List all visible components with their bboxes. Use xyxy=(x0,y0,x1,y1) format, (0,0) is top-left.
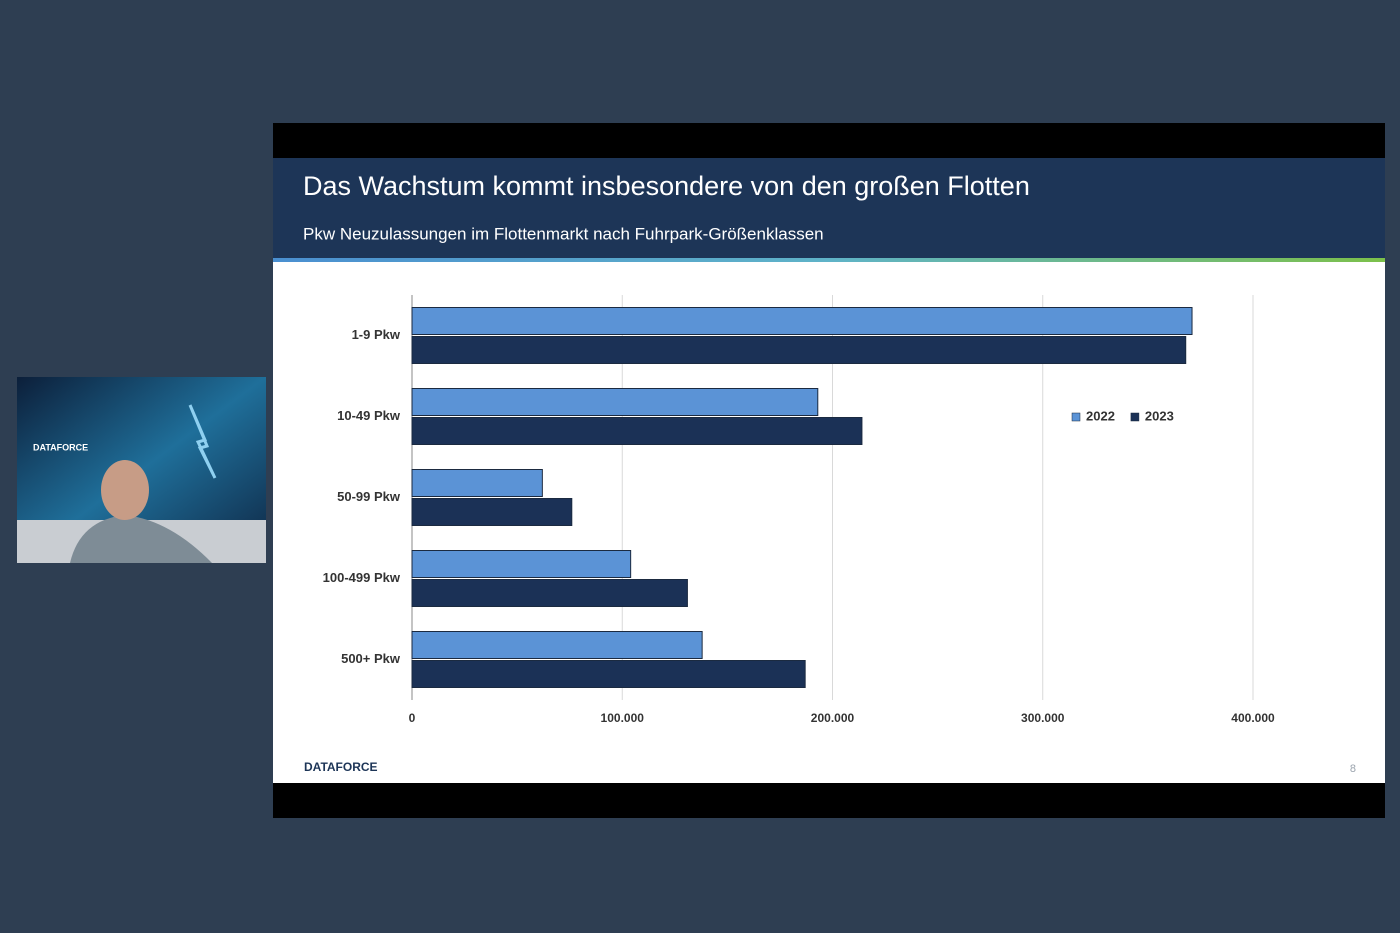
legend-swatch xyxy=(1071,412,1081,422)
bar xyxy=(411,336,1187,364)
bar xyxy=(411,498,573,526)
webcam: DATAFORCE xyxy=(17,377,266,563)
x-tick-label: 0 xyxy=(409,711,416,725)
webcam-person-head xyxy=(101,460,149,520)
bar xyxy=(411,307,1193,335)
legend-label: 2023 xyxy=(1145,408,1174,423)
bar xyxy=(411,579,688,607)
x-tick-label: 200.000 xyxy=(811,711,855,725)
x-tick-label: 100.000 xyxy=(601,711,645,725)
x-tick-label: 400.000 xyxy=(1231,711,1275,725)
webcam-person-body xyxy=(70,515,212,563)
x-tick-label: 300.000 xyxy=(1021,711,1065,725)
header-stripe xyxy=(273,258,1385,262)
slide-subtitle: Pkw Neuzulassungen im Flottenmarkt nach … xyxy=(303,224,824,243)
y-tick-label: 100-499 Pkw xyxy=(323,570,401,585)
bar xyxy=(411,388,819,416)
slide: Das Wachstum kommt insbesondere von den … xyxy=(273,123,1385,818)
page-number: 8 xyxy=(1350,763,1356,775)
slide-logo: DATAFORCE xyxy=(304,760,378,774)
chart: 0 100.000 200.000 300.000 400.000 1-9 Pkw 10-4… xyxy=(323,295,1275,725)
y-tick-label: 50-99 Pkw xyxy=(337,489,401,504)
y-tick-label: 1-9 Pkw xyxy=(352,327,401,342)
bar xyxy=(411,550,632,578)
bar xyxy=(411,469,543,497)
legend-label: 2022 xyxy=(1086,408,1115,423)
webcam-logo: DATAFORCE xyxy=(33,442,88,452)
webcam-bolt xyxy=(188,404,217,479)
legend-swatch xyxy=(1130,412,1140,422)
y-tick-label: 10-49 Pkw xyxy=(337,408,401,423)
slide-header xyxy=(273,158,1385,258)
bar xyxy=(411,660,806,688)
slide-title: Das Wachstum kommt insbesondere von den … xyxy=(303,171,1030,201)
y-tick-label: 500+ Pkw xyxy=(341,651,401,666)
bar xyxy=(411,417,863,445)
bar xyxy=(411,631,703,659)
